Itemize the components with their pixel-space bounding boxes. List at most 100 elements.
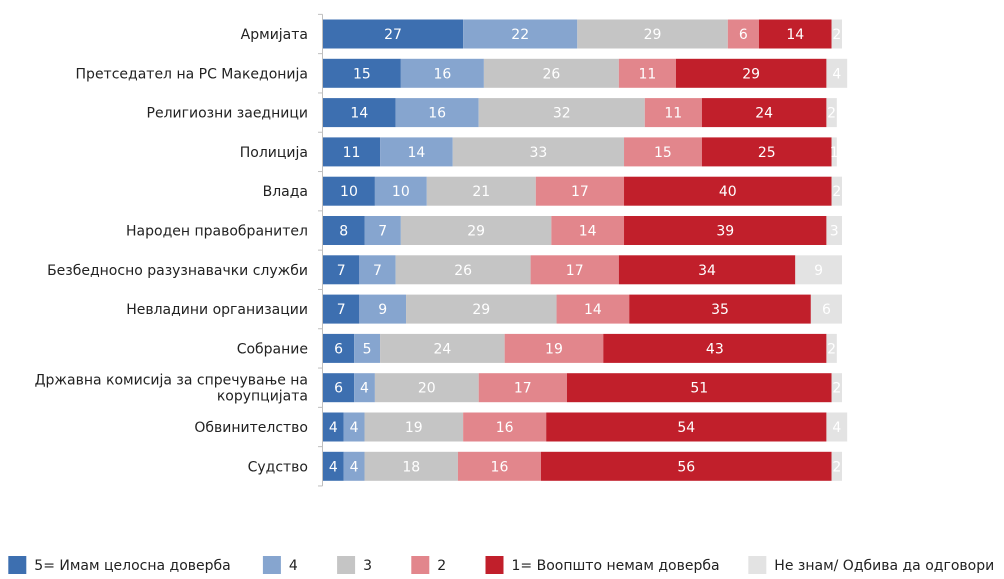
bar-segment <box>629 294 811 324</box>
bar-segment <box>478 98 645 128</box>
bar-segment <box>826 58 848 88</box>
data-label: 29 <box>467 224 485 240</box>
bar-segment <box>323 216 365 245</box>
data-label: 6 <box>822 302 831 318</box>
bar-segment <box>395 255 531 285</box>
data-label: 16 <box>433 66 451 82</box>
data-label: 17 <box>514 381 532 397</box>
category-label: Претседател на РС Македонија <box>76 66 308 82</box>
data-label: 56 <box>677 459 695 475</box>
data-label: 2 <box>832 459 841 475</box>
legend-label: Не знам/ Одбива да одговори <box>774 558 994 574</box>
data-label: 14 <box>350 106 368 122</box>
bar-segment <box>400 216 552 245</box>
data-label: 14 <box>584 302 602 318</box>
bar-segment <box>826 216 842 245</box>
bar-segment <box>354 373 375 403</box>
bar-segment <box>463 19 578 49</box>
bar-segment <box>374 373 479 403</box>
data-label: 29 <box>742 66 760 82</box>
bar-segment <box>380 137 453 167</box>
legend-swatch <box>337 556 356 574</box>
bar-segment <box>323 373 355 403</box>
bar-segment <box>323 451 344 481</box>
data-label: 17 <box>566 263 584 279</box>
bar-segment <box>624 216 827 245</box>
data-label: 4 <box>329 420 338 436</box>
bar-segment <box>483 58 619 88</box>
data-label: 16 <box>428 106 446 122</box>
bar-segment <box>810 294 842 324</box>
category-label: Влада <box>263 184 308 200</box>
bar-segment <box>535 176 625 206</box>
category-label: Религиозни заедници <box>147 106 308 122</box>
data-label: 26 <box>454 263 472 279</box>
bar-segment <box>457 451 541 481</box>
bar-segment <box>323 412 344 442</box>
data-label: 6 <box>334 341 343 357</box>
data-label: 10 <box>392 184 410 200</box>
data-label: 4 <box>329 459 338 475</box>
legend-swatch <box>8 556 27 574</box>
data-label: 17 <box>571 184 589 200</box>
legend-swatch <box>485 556 504 574</box>
bar-segment <box>364 412 464 442</box>
bar-segment <box>624 137 702 167</box>
bar-segment <box>727 19 759 49</box>
bar-segment <box>380 333 505 363</box>
bar-segment <box>675 58 827 88</box>
bar-segment <box>618 255 796 285</box>
data-label: 35 <box>711 302 729 318</box>
bar-segment <box>701 98 827 128</box>
data-label: 15 <box>654 145 672 161</box>
bar-segment <box>364 451 458 481</box>
data-label: 2 <box>827 341 836 357</box>
data-label: 19 <box>545 341 563 357</box>
data-label: 11 <box>638 66 656 82</box>
bar-segment <box>530 255 619 285</box>
legend-swatch <box>262 556 281 574</box>
legend-label: 1= Воопшто немам доверба <box>512 558 720 574</box>
bar-segment <box>504 333 604 363</box>
bar-segment <box>831 137 837 167</box>
data-label: 9 <box>814 263 823 279</box>
category-label: Собрание <box>237 341 308 357</box>
bar-segment <box>644 98 702 128</box>
data-label: 6 <box>739 27 748 43</box>
bar-segment <box>831 19 842 49</box>
legend-label: 2 <box>437 558 446 574</box>
bar-segment <box>452 137 625 167</box>
bar-segment <box>374 176 427 206</box>
category-label: Полиција <box>240 145 308 161</box>
bar-segment <box>323 176 375 206</box>
bar-segment <box>826 333 837 363</box>
bar-segment <box>323 19 464 49</box>
bar-segment <box>603 333 827 363</box>
bar-segment <box>758 19 832 49</box>
data-label: 33 <box>529 145 547 161</box>
data-label: 11 <box>343 145 361 161</box>
category-label: Судство <box>248 459 308 475</box>
bar-segment <box>323 255 360 285</box>
data-label: 4 <box>350 420 359 436</box>
data-label: 3 <box>830 224 839 240</box>
data-label: 15 <box>353 66 371 82</box>
data-label: 20 <box>418 381 436 397</box>
data-label: 7 <box>337 302 346 318</box>
bar-segment <box>323 58 401 88</box>
legend: 5= Имам целосна доверба 4 3 2 1= Воопшто нем… <box>8 556 994 574</box>
bar-segment <box>701 137 832 167</box>
bar-segment <box>359 255 396 285</box>
bar-segment <box>463 412 547 442</box>
category-label: Безбедносно разузнавачки служби <box>47 263 308 279</box>
legend-swatch <box>411 556 430 574</box>
data-label: 2 <box>832 184 841 200</box>
bar-segment <box>556 294 630 324</box>
bar-segment <box>395 98 479 128</box>
bar-segment <box>343 451 365 481</box>
bar-segment <box>826 412 848 442</box>
bar-segment <box>359 294 407 324</box>
bar-segment <box>831 176 842 206</box>
data-label: 21 <box>472 184 490 200</box>
bar-segment <box>400 58 484 88</box>
